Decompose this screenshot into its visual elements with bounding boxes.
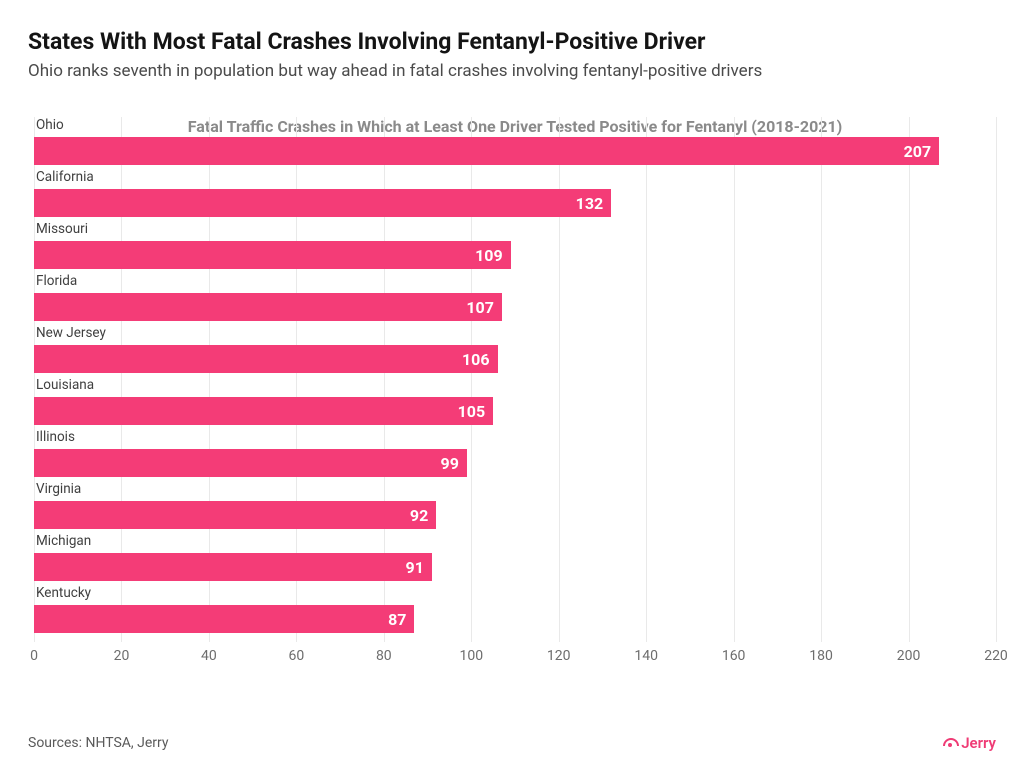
- bar: 87: [34, 605, 414, 633]
- bar: 109: [34, 241, 511, 269]
- bar-value-label: 91: [406, 558, 424, 577]
- brand-text: Jerry: [961, 734, 996, 752]
- chart-area: Ohio 207 California 132 Missouri 109 Florida 10…: [34, 117, 996, 672]
- gridline: [996, 117, 997, 642]
- bar-value-label: 109: [475, 246, 503, 265]
- bar-category-label: Illinois: [34, 429, 996, 445]
- bar-category-label: Louisiana: [34, 377, 996, 393]
- bar-row: Florida 107: [34, 273, 996, 321]
- bar-category-label: Ohio: [34, 117, 996, 133]
- bar-row: Louisiana 105: [34, 377, 996, 425]
- bar: 105: [34, 397, 493, 425]
- bar: 207: [34, 137, 939, 165]
- bar-row: Ohio 207: [34, 117, 996, 165]
- bar: 106: [34, 345, 498, 373]
- x-tick: 200: [897, 648, 921, 664]
- chart-subtitle: Ohio ranks seventh in population but way…: [28, 61, 996, 81]
- bar-row: Michigan 91: [34, 533, 996, 581]
- bar-category-label: Michigan: [34, 533, 996, 549]
- bar-value-label: 106: [462, 350, 490, 369]
- bar-value-label: 207: [904, 142, 932, 161]
- brand-logo: Jerry: [943, 734, 996, 752]
- x-tick: 40: [201, 648, 217, 664]
- bar-value-label: 87: [388, 610, 406, 629]
- bar-row: Virginia 92: [34, 481, 996, 529]
- chart-title: States With Most Fatal Crashes Involving…: [28, 28, 996, 55]
- chart-footer: Sources: NHTSA, Jerry Jerry: [28, 734, 996, 752]
- bar-row: Illinois 99: [34, 429, 996, 477]
- bar-category-label: Virginia: [34, 481, 996, 497]
- bar-value-label: 99: [441, 454, 459, 473]
- x-tick: 80: [376, 648, 392, 664]
- bar: 91: [34, 553, 432, 581]
- bar-category-label: Florida: [34, 273, 996, 289]
- bar-value-label: 107: [466, 298, 494, 317]
- bar-value-label: 105: [458, 402, 486, 421]
- bar-category-label: New Jersey: [34, 325, 996, 341]
- bar: 99: [34, 449, 467, 477]
- x-tick: 160: [722, 648, 746, 664]
- bar-category-label: Kentucky: [34, 585, 996, 601]
- bar-row: Missouri 109: [34, 221, 996, 269]
- x-tick: 220: [984, 648, 1008, 664]
- x-tick: 140: [634, 648, 658, 664]
- x-tick: 180: [809, 648, 833, 664]
- brand-icon: [943, 738, 957, 748]
- bar-category-label: California: [34, 169, 996, 185]
- bar-row: California 132: [34, 169, 996, 217]
- bar-category-label: Missouri: [34, 221, 996, 237]
- bar: 92: [34, 501, 436, 529]
- x-tick: 100: [459, 648, 483, 664]
- bar-row: New Jersey 106: [34, 325, 996, 373]
- bar: 107: [34, 293, 502, 321]
- bar: 132: [34, 189, 611, 217]
- bar-value-label: 132: [576, 194, 604, 213]
- sources-label: Sources: NHTSA, Jerry: [28, 735, 169, 751]
- bar-row: Kentucky 87: [34, 585, 996, 633]
- chart-plot: Ohio 207 California 132 Missouri 109 Florida 10…: [34, 117, 996, 642]
- bar-value-label: 92: [410, 506, 428, 525]
- x-tick: 0: [30, 648, 38, 664]
- x-tick: 20: [114, 648, 130, 664]
- x-tick: 60: [288, 648, 304, 664]
- x-tick: 120: [547, 648, 571, 664]
